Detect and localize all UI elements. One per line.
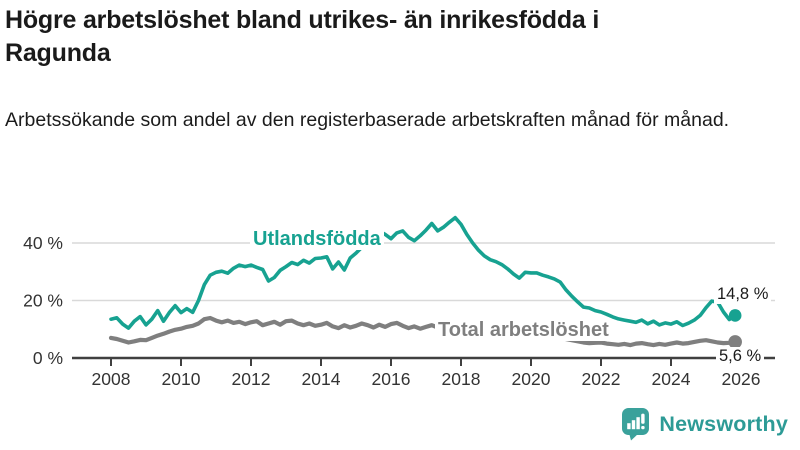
brand-footer: Newsworthy xyxy=(620,406,788,442)
x-tick-label: 2018 xyxy=(442,369,481,389)
y-tick-label: 40 % xyxy=(23,233,63,253)
chart-header: Högre arbetslöshet bland utrikes- än inr… xyxy=(5,4,797,135)
chart-area: 0 % 20 % 40 % 2008 2010 2012 2014 2016 2018 2020 2… xyxy=(0,195,800,405)
x-tick-label: 2020 xyxy=(512,369,551,389)
chart-svg: 0 % 20 % 40 % 2008 2010 2012 2014 2016 2018 2020 2… xyxy=(23,215,775,389)
series-label-utlandsfodda: Utlandsfödda xyxy=(250,228,384,250)
x-tick-label: 2012 xyxy=(232,369,271,389)
end-dot-total xyxy=(728,335,742,349)
end-value-label-total: 5,6 % xyxy=(716,347,765,366)
y-tick-label: 0 % xyxy=(33,348,63,368)
series-label-total-arbetsloshet: Total arbetslöshet xyxy=(435,319,612,341)
chart-subtitle: Arbetssökande som andel av den registerb… xyxy=(5,109,730,131)
x-tick-label: 2022 xyxy=(582,369,621,389)
x-tick-label: 2016 xyxy=(372,369,411,389)
x-tick-label: 2024 xyxy=(652,369,691,389)
x-tick-label: 2026 xyxy=(722,369,761,389)
brand-wordmark: Newsworthy xyxy=(659,411,788,436)
y-tick-label: 20 % xyxy=(23,291,63,311)
end-value-label-utlandsfodda: 14,8 % xyxy=(714,285,772,304)
series-line-total xyxy=(108,315,738,348)
page-title: Högre arbetslöshet bland utrikes- än inr… xyxy=(5,6,600,67)
x-tick-label: 2008 xyxy=(92,369,131,389)
end-dot-utlandsfodda xyxy=(728,309,742,322)
newsworthy-logo-icon xyxy=(622,408,650,441)
series-line-utlandsfodda xyxy=(109,215,738,330)
x-tick-label: 2010 xyxy=(162,369,201,389)
x-tick-label: 2014 xyxy=(302,369,341,389)
